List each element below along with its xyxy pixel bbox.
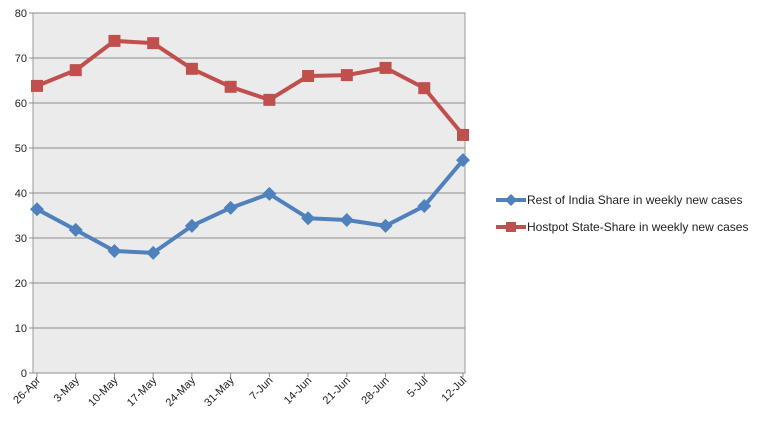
data-point-diamond (146, 245, 161, 260)
data-point-diamond (30, 202, 44, 217)
legend-marker (506, 222, 516, 232)
data-point-square (224, 80, 237, 93)
data-point-square (185, 62, 198, 75)
data-point-diamond (456, 153, 470, 168)
x-tick-label: 28-Jun (359, 375, 391, 407)
data-point-diamond (378, 218, 393, 233)
x-tick-label: 14-Jun (282, 375, 314, 407)
data-point-square (379, 61, 392, 74)
data-point-square (263, 93, 276, 106)
y-tick-label: 50 (15, 143, 27, 155)
data-point-square (302, 70, 315, 82)
series-rest-of-india (30, 153, 470, 260)
x-tick-label: 10-May (86, 374, 121, 409)
x-tick-label: 21-Jun (321, 375, 353, 407)
y-tick-label: 70 (15, 53, 27, 65)
data-point-square (31, 79, 43, 92)
y-tick-label: 20 (15, 278, 27, 290)
y-tick-label: 60 (15, 98, 27, 110)
x-tick-label: 7-Jun (248, 375, 276, 403)
data-point-diamond (184, 218, 199, 233)
data-point-diamond (262, 186, 277, 201)
legend-marker (505, 194, 517, 206)
data-point-diamond (223, 200, 238, 215)
x-tick-label: 24-May (164, 374, 199, 409)
data-point-diamond (339, 213, 354, 227)
data-point-square (108, 34, 121, 47)
series-line (36, 158, 465, 255)
y-tick-label: 10 (15, 323, 27, 335)
data-point-square (457, 128, 469, 141)
legend-label: Hostpot State-Share in weekly new cases (527, 220, 748, 234)
x-tick-label: 12-Jul (439, 375, 469, 405)
legend-label: Rest of India Share in weekly new cases (527, 193, 742, 207)
y-tick-label: 80 (15, 8, 27, 20)
y-tick-label: 30 (15, 233, 27, 245)
data-point-square (340, 69, 353, 82)
series-line (36, 38, 465, 137)
x-tick-label: 31-May (202, 374, 237, 409)
y-tick-label: 0 (21, 368, 27, 380)
x-tick-label: 5-Jul (405, 375, 430, 400)
data-point-diamond (68, 222, 83, 237)
x-tick-label: 17-May (125, 374, 160, 409)
x-tick-label: 3-May (52, 374, 82, 404)
data-point-diamond (417, 199, 432, 214)
data-point-square (147, 37, 160, 50)
y-tick-label: 40 (15, 188, 27, 200)
series-hotspot-states (31, 34, 469, 141)
data-point-square (418, 82, 431, 95)
x-tick-label: 26-Apr (11, 374, 43, 406)
data-point-diamond (301, 211, 316, 226)
data-point-square (69, 64, 82, 77)
data-point-diamond (107, 244, 122, 259)
